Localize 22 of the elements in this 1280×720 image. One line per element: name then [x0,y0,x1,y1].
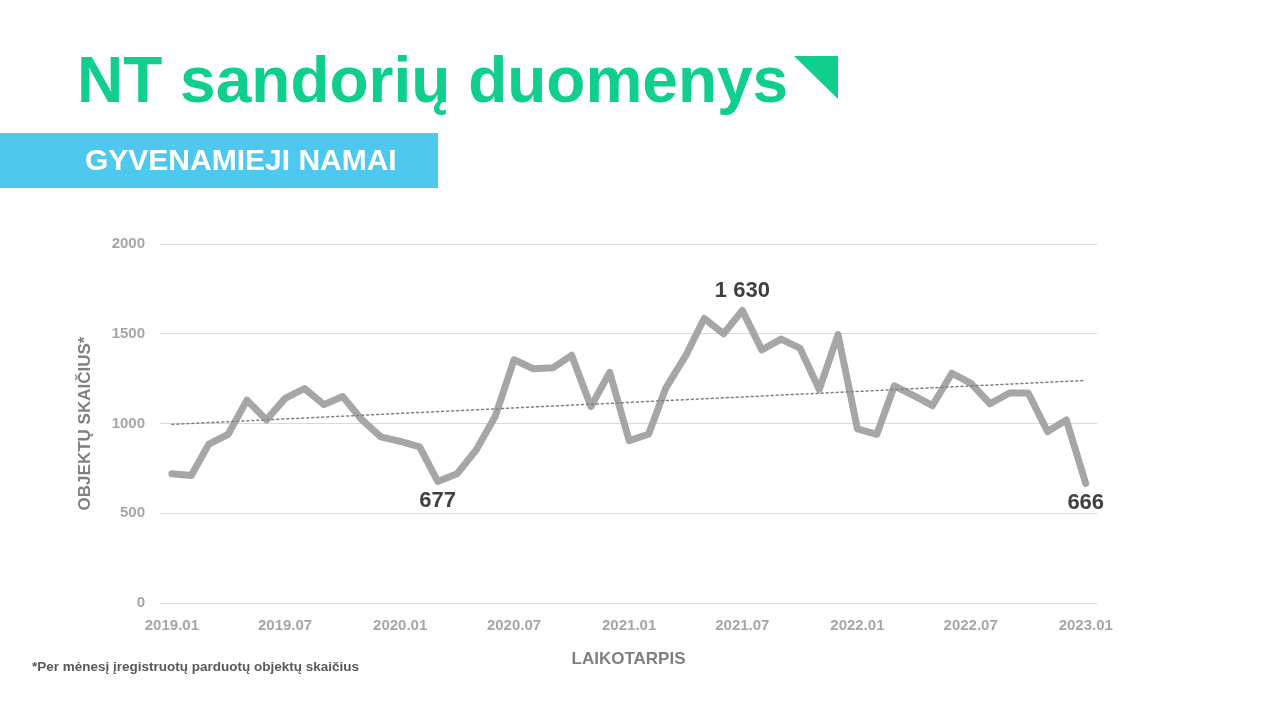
data-label: 677 [419,486,457,512]
chart-subtitle: GYVENAMIEJI NAMAI [85,143,397,177]
chart-title: NT sandorių duomenys [77,44,789,116]
y-tick-label: 500 [119,503,145,521]
y-tick-label: 1500 [111,323,145,341]
x-tick-label: 2019.07 [257,616,313,634]
x-tick-label: 2022.07 [943,616,998,634]
x-tick-label: 2020.01 [373,616,428,634]
data-label: 666 [1067,488,1105,514]
x-tick-label: 2022.01 [830,616,885,634]
x-tick-label: 2021.01 [602,616,657,634]
data-label: 1 630 [714,277,770,303]
x-tick-label: 2019.01 [144,616,199,634]
x-tick-label: 2021.07 [715,616,770,634]
x-tick-label: 2023.01 [1058,616,1113,634]
y-tick-label: 2000 [111,234,145,252]
text: *Per mėnesį įregistruotų parduotų objektų skaičius [32,659,360,674]
x-tick-label: 2020.07 [486,616,542,634]
y-tick-label: 0 [136,593,145,611]
y-tick-label: 1000 [111,413,145,431]
x-axis-title: LAIKOTARPIS [571,649,686,669]
y-axis-title: OBJEKTŲ SKAIČIUS* [74,336,94,511]
